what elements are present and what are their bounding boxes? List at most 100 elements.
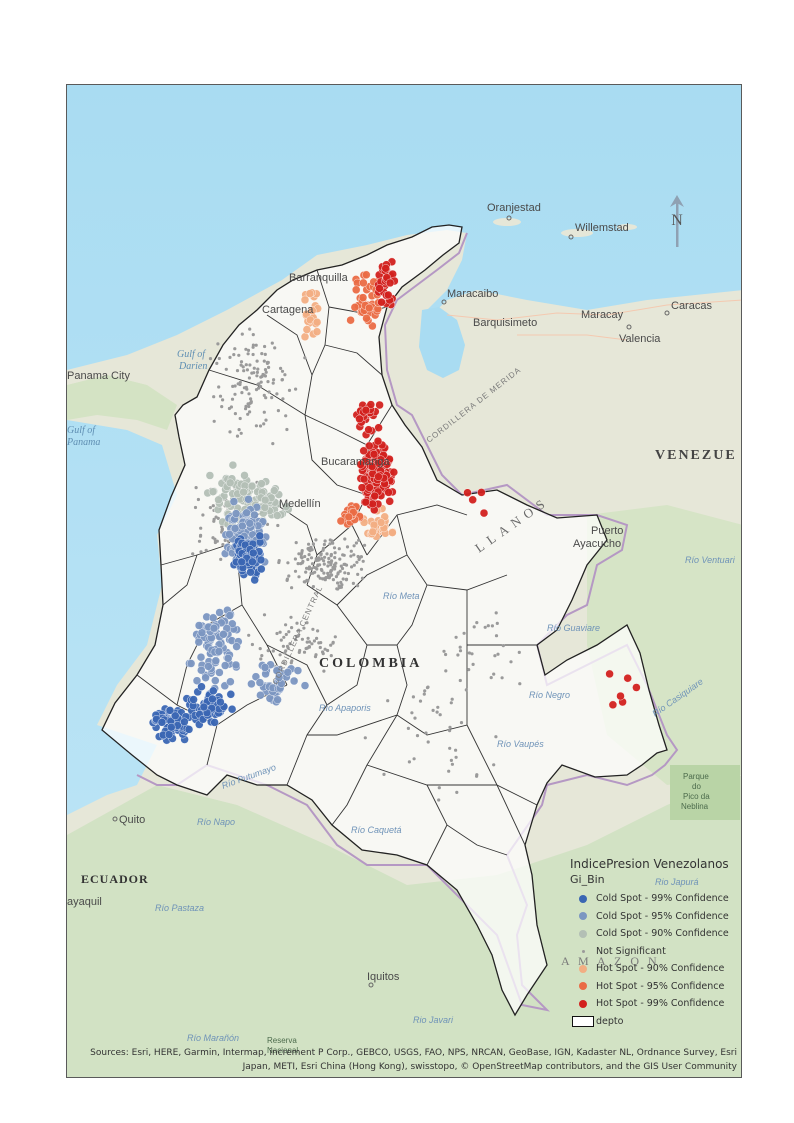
point-cold-95 bbox=[231, 660, 241, 670]
point-hot-99 bbox=[361, 497, 370, 507]
legend-symbol-hot-90 bbox=[579, 964, 587, 973]
point-not-significant bbox=[275, 392, 279, 396]
point-not-significant bbox=[323, 539, 327, 543]
point-not-significant bbox=[382, 772, 386, 777]
point-hot-99 bbox=[357, 483, 367, 492]
label-maracaibo: Maracaibo bbox=[447, 288, 498, 300]
point-not-significant bbox=[237, 428, 241, 432]
point-cold-95 bbox=[230, 524, 240, 533]
label-rio-caqueta: Río Caquetá bbox=[351, 825, 402, 835]
point-not-significant bbox=[212, 519, 216, 523]
point-not-significant bbox=[251, 352, 255, 357]
point-not-significant bbox=[448, 725, 452, 730]
point-not-significant bbox=[307, 553, 311, 557]
point-not-significant bbox=[325, 552, 329, 556]
point-not-significant bbox=[228, 355, 232, 359]
point-cold-90 bbox=[282, 502, 291, 511]
point-cold-99 bbox=[199, 702, 209, 712]
point-not-significant bbox=[492, 763, 496, 767]
point-not-significant bbox=[282, 635, 286, 639]
point-hot-99 bbox=[479, 508, 489, 518]
hotspot-points bbox=[148, 257, 641, 802]
point-not-significant bbox=[297, 575, 301, 579]
point-cold-99 bbox=[167, 723, 176, 732]
legend-field-name: Gi_Bin bbox=[570, 873, 605, 886]
point-not-significant bbox=[290, 586, 294, 590]
point-cold-99 bbox=[257, 564, 266, 574]
point-hot-90 bbox=[312, 317, 322, 327]
point-not-significant bbox=[216, 342, 220, 346]
attribution: Sources: Esri, HERE, Garmin, Intermap, i… bbox=[67, 1046, 737, 1074]
point-not-significant bbox=[352, 563, 356, 567]
point-cold-99 bbox=[197, 682, 206, 691]
point-not-significant bbox=[259, 375, 263, 379]
point-hot-95 bbox=[346, 315, 355, 325]
point-not-significant bbox=[326, 571, 330, 575]
point-hot-99 bbox=[361, 406, 371, 415]
point-not-significant bbox=[217, 385, 221, 389]
point-not-significant bbox=[458, 678, 462, 683]
point-not-significant bbox=[270, 341, 274, 345]
point-not-significant bbox=[212, 395, 216, 399]
legend-item-depto: depto bbox=[570, 1013, 746, 1031]
point-not-significant bbox=[411, 695, 415, 699]
basemap[interactable]: Oranjestad Willemstad Barranquilla Carta… bbox=[67, 85, 742, 1078]
legend-item-cold-95: Cold Spot - 95% Confidence bbox=[570, 908, 746, 926]
point-not-significant bbox=[350, 565, 354, 569]
point-not-significant bbox=[246, 412, 250, 416]
label-amazon: A M A Z O N bbox=[561, 954, 660, 968]
point-not-significant bbox=[312, 639, 316, 643]
point-not-significant bbox=[467, 651, 471, 655]
point-not-significant bbox=[471, 662, 475, 667]
point-not-significant bbox=[494, 735, 498, 739]
point-not-significant bbox=[331, 578, 335, 582]
point-not-significant bbox=[310, 562, 315, 566]
legend-label: Not Significant bbox=[596, 945, 666, 957]
point-cold-99 bbox=[226, 690, 236, 699]
point-not-significant bbox=[263, 352, 267, 356]
point-not-significant bbox=[351, 581, 355, 585]
point-cold-95 bbox=[245, 519, 255, 528]
point-not-significant bbox=[454, 748, 458, 752]
point-hot-90 bbox=[300, 332, 310, 342]
forest-area bbox=[67, 775, 741, 1077]
point-not-significant bbox=[208, 357, 213, 361]
point-not-significant bbox=[237, 353, 241, 357]
point-not-significant bbox=[318, 576, 322, 580]
island-aruba bbox=[493, 218, 521, 226]
point-cold-90 bbox=[257, 479, 266, 488]
point-not-significant bbox=[321, 650, 325, 654]
label-gulf-darien-2: Darien bbox=[178, 361, 207, 372]
map-frame[interactable]: Oranjestad Willemstad Barranquilla Carta… bbox=[66, 84, 742, 1078]
point-not-significant bbox=[305, 640, 309, 644]
label-caracas: Caracas bbox=[671, 300, 712, 312]
point-not-significant bbox=[315, 567, 319, 571]
label-bucaramanga: Bucaramanga bbox=[321, 456, 390, 468]
point-not-significant bbox=[239, 363, 243, 367]
point-not-significant bbox=[266, 360, 270, 365]
point-not-significant bbox=[326, 648, 330, 653]
point-cold-99 bbox=[210, 718, 219, 727]
point-not-significant bbox=[486, 624, 490, 628]
point-not-significant bbox=[287, 388, 292, 392]
label-puerto-ayacucho-2: Ayacucho bbox=[573, 538, 621, 550]
legend-label: Cold Spot - 99% Confidence bbox=[596, 893, 729, 905]
point-not-significant bbox=[302, 650, 307, 654]
point-not-significant bbox=[363, 736, 367, 740]
point-not-significant bbox=[415, 734, 420, 738]
legend-label: Hot Spot - 99% Confidence bbox=[596, 998, 725, 1010]
label-maracay: Maracay bbox=[581, 309, 624, 321]
point-not-significant bbox=[360, 576, 365, 580]
point-cold-95 bbox=[274, 673, 284, 682]
point-not-significant bbox=[299, 552, 303, 557]
point-not-significant bbox=[258, 424, 263, 428]
point-cold-95 bbox=[219, 630, 228, 639]
point-not-significant bbox=[329, 643, 333, 647]
point-not-significant bbox=[296, 562, 300, 566]
point-not-significant bbox=[279, 638, 283, 642]
point-not-significant bbox=[271, 649, 275, 653]
point-not-significant bbox=[316, 574, 320, 578]
point-not-significant bbox=[333, 551, 337, 555]
point-not-significant bbox=[340, 566, 345, 571]
point-not-significant bbox=[215, 539, 219, 543]
